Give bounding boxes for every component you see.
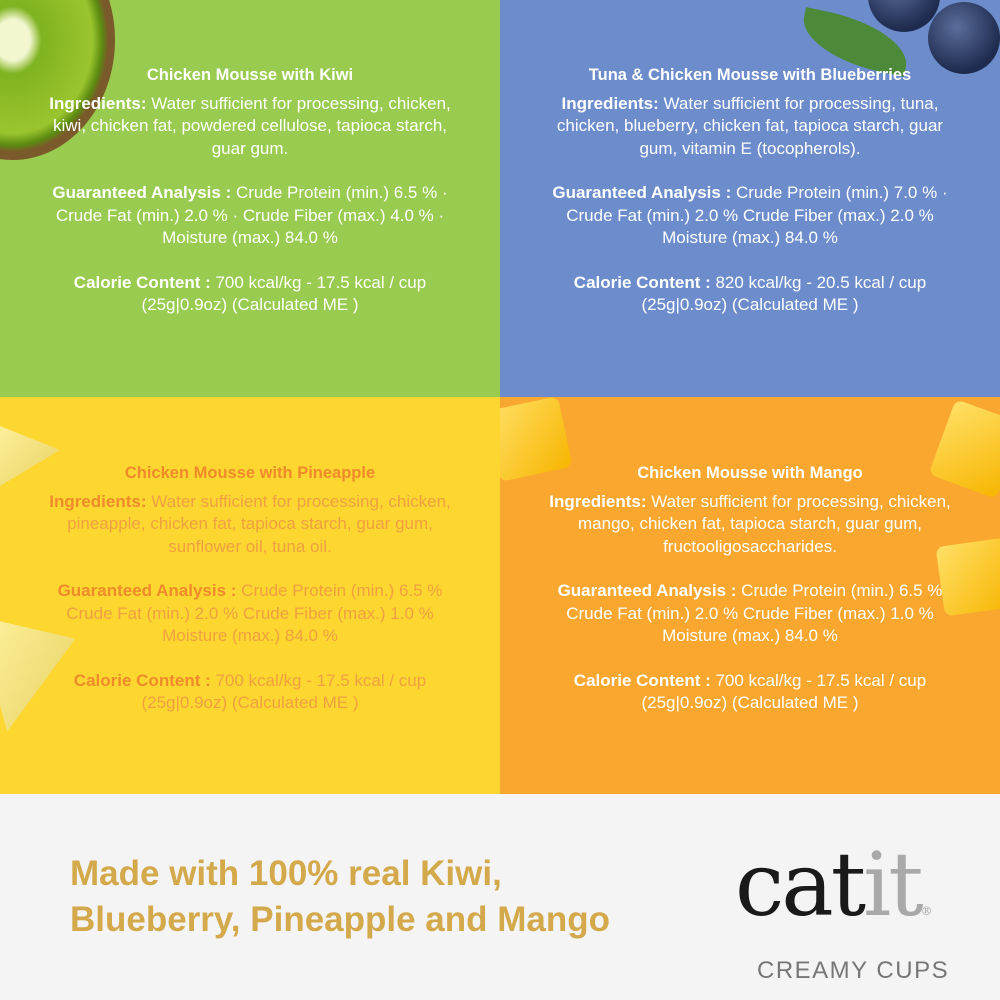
panel-kiwi: Chicken Mousse with Kiwi Ingredients: Wa… — [0, 0, 500, 397]
tagline: Made with 100% real Kiwi, Blueberry, Pin… — [70, 854, 611, 939]
product-title: Tuna & Chicken Mousse with Blueberries — [588, 66, 912, 84]
panel-mango: Chicken Mousse with Mango Ingredients: W… — [500, 397, 1000, 794]
guaranteed-analysis: Guaranteed Analysis : Crude Protein (min… — [557, 581, 943, 645]
guaranteed-analysis: Guaranteed Analysis : Crude Protein (min… — [552, 183, 948, 247]
product-title: Chicken Mousse with Mango — [637, 464, 863, 482]
calorie-content: Calorie Content : 820 kcal/kg - 20.5 kca… — [573, 272, 927, 315]
panel-pineapple: Chicken Mousse with Pineapple Ingredient… — [0, 397, 500, 794]
panel-blueberry: Tuna & Chicken Mousse with Blueberries I… — [500, 0, 1000, 397]
product-title: Chicken Mousse with Kiwi — [146, 66, 354, 84]
calorie-content: Calorie Content : 700 kcal/kg - 17.5 kca… — [573, 670, 927, 713]
ingredients: Ingredients: Water sufficient for proces… — [556, 93, 944, 158]
guaranteed-analysis: Guaranteed Analysis : Crude Protein (min… — [57, 581, 443, 645]
ingredients: Ingredients: Water sufficient for proces… — [549, 491, 951, 556]
blueberry-image — [928, 2, 1000, 74]
calorie-content: Calorie Content : 700 kcal/kg - 17.5 kca… — [73, 670, 427, 713]
product-info: Tuna & Chicken Mousse with Blueberries I… — [540, 64, 960, 339]
guaranteed-analysis: Guaranteed Analysis : Crude Protein (min… — [52, 183, 448, 247]
product-info: Chicken Mousse with Mango Ingredients: W… — [540, 462, 960, 737]
catit-logo: catit® CREAMY CUPS — [735, 841, 965, 985]
product-info: Chicken Mousse with Pineapple Ingredient… — [40, 462, 460, 737]
footer: Made with 100% real Kiwi, Blueberry, Pin… — [0, 795, 1000, 1000]
logo-subtitle: CREAMY CUPS — [757, 957, 950, 984]
calorie-content: Calorie Content : 700 kcal/kg - 17.5 kca… — [73, 272, 427, 315]
product-title: Chicken Mousse with Pineapple — [124, 464, 376, 482]
product-info: Chicken Mousse with Kiwi Ingredients: Wa… — [40, 64, 460, 339]
ingredients: Ingredients: Water sufficient for proces… — [49, 93, 451, 158]
ingredients: Ingredients: Water sufficient for proces… — [49, 491, 451, 556]
